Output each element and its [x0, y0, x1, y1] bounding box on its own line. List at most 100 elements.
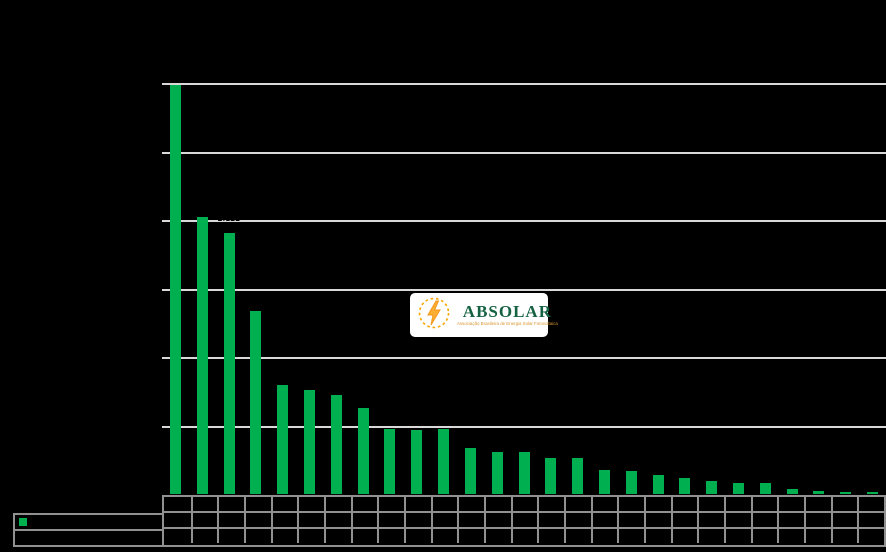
table-cell: [670, 511, 698, 527]
bar: [196, 217, 208, 494]
table-cell: [217, 527, 244, 543]
table-cell: [217, 497, 244, 511]
legend-key: [19, 518, 27, 526]
table-cell: [723, 511, 751, 527]
bar: [867, 492, 879, 494]
table-cell: [590, 497, 618, 511]
gridline: [162, 151, 886, 154]
table-cell: [350, 527, 378, 543]
table-cell: [403, 527, 431, 543]
table-cell: [323, 527, 351, 543]
bar: [223, 233, 235, 494]
gridline: [162, 220, 886, 222]
table-cell: [270, 511, 298, 527]
table-cell: [377, 497, 404, 511]
gridline: [162, 357, 886, 359]
table-cell: [750, 527, 778, 543]
series-row-2: [15, 531, 164, 545]
table-cell: [323, 511, 351, 527]
logo-tagline: Associação Brasileira de Energia Solar F…: [457, 321, 558, 327]
table-cell: [750, 497, 778, 511]
table-cell: [830, 497, 858, 511]
table-cell: [164, 497, 191, 511]
table-cell: [377, 511, 404, 527]
table-cell: [430, 497, 458, 511]
table-cell: [670, 527, 698, 543]
gridline: [162, 83, 886, 85]
table-cell: [537, 511, 564, 527]
table-cell: [723, 497, 751, 511]
table-cell: [377, 527, 404, 543]
table-cell: [483, 511, 511, 527]
bar: [357, 407, 369, 494]
bar: [169, 85, 181, 494]
bar: [384, 428, 396, 494]
table-cell: [270, 527, 298, 543]
table-cell: [537, 527, 564, 543]
table-cell: [697, 497, 724, 511]
table-cell: [323, 497, 351, 511]
table-cell: [457, 497, 484, 511]
table-cell: [510, 527, 538, 543]
bar: [250, 311, 262, 494]
table-cell: [643, 527, 671, 543]
table-cell: [697, 527, 724, 543]
series-header-box: [13, 513, 164, 547]
bar: [786, 489, 798, 494]
plot-area: 2.122: [162, 83, 886, 494]
bar: [411, 429, 423, 494]
table-cell: [483, 527, 511, 543]
table-cell: [297, 527, 324, 543]
table-cell: [457, 511, 484, 527]
table-cell: [243, 527, 271, 543]
bar: [303, 389, 315, 494]
absolar-logo: ABSOLAR Associação Brasileira de Energia…: [410, 293, 558, 337]
gridline: [162, 288, 886, 291]
table-cell: [190, 527, 218, 543]
logo-text-block: ABSOLAR Associação Brasileira de Energia…: [457, 303, 558, 326]
bar: [759, 483, 771, 494]
table-cell: [350, 497, 378, 511]
series-row-1: [15, 515, 164, 531]
gridline: [162, 425, 886, 428]
lightning-bolt-icon: [417, 296, 451, 335]
table-cell: [243, 511, 271, 527]
table-cell: [270, 497, 298, 511]
bar: [840, 491, 852, 494]
table-cell: [723, 527, 751, 543]
logo-title: ABSOLAR: [462, 302, 552, 322]
table-cell: [857, 497, 884, 511]
bar: [706, 481, 718, 494]
table-cell: [563, 527, 591, 543]
table-cell: [510, 497, 538, 511]
bar: [679, 477, 691, 494]
table-cell: [190, 497, 218, 511]
table-cell: [777, 527, 804, 543]
table-cell: [217, 511, 244, 527]
bar: [518, 452, 530, 494]
table-cell: [830, 511, 858, 527]
bar: [813, 490, 825, 494]
table-cell: [617, 511, 644, 527]
table-cell: [803, 527, 831, 543]
table-cell: [243, 497, 271, 511]
bar: [464, 448, 476, 494]
table-cell: [457, 527, 484, 543]
bar: [652, 474, 664, 494]
table-cell: [670, 497, 698, 511]
table-cell: [190, 511, 218, 527]
table-cell: [563, 497, 591, 511]
table-cell: [164, 527, 191, 543]
bar: [733, 483, 745, 494]
table-cell: [750, 511, 778, 527]
table-cell: [430, 527, 458, 543]
table-cell: [403, 511, 431, 527]
bar: [598, 470, 610, 494]
table-cell: [803, 511, 831, 527]
table-cell: [617, 497, 644, 511]
table-cell: [590, 527, 618, 543]
table-cell: [803, 497, 831, 511]
bar: [572, 457, 584, 494]
table-cell: [403, 497, 431, 511]
